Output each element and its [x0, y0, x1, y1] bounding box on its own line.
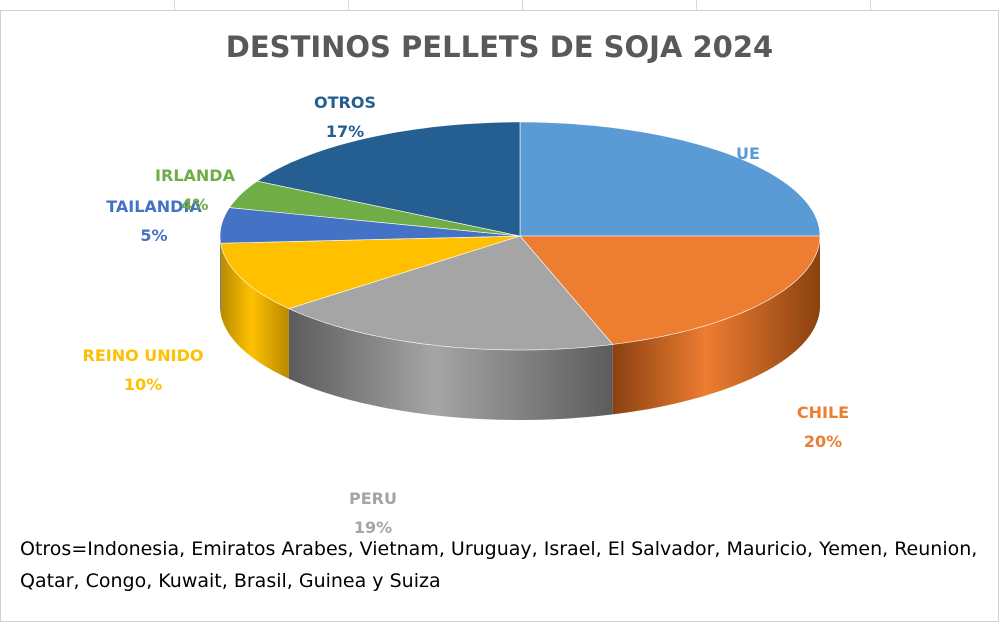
pie-side-tailandia [220, 236, 221, 314]
footnote: Otros=Indonesia, Emiratos Arabes, Vietna… [20, 538, 978, 592]
pie-slice-tailandia[interactable] [219, 207, 521, 244]
pie-side-chile [612, 236, 820, 415]
data-label-name: IRLANDA [155, 166, 235, 185]
data-label-name: PERU [349, 489, 397, 508]
data-label-name: OTROS [314, 93, 376, 112]
data-label-percent: 25% [728, 173, 768, 192]
data-label-tailandia: TAILANDIA 5% [106, 192, 202, 250]
sheet-gridline [522, 0, 523, 10]
chart-title: DESTINOS PELLETS DE SOJA 2024 [225, 30, 774, 64]
data-label-percent: 5% [140, 226, 168, 245]
pie-slice-ue[interactable] [519, 121, 821, 237]
data-label-name: UE [736, 144, 760, 163]
sheet-gridline [696, 0, 697, 10]
data-label-otros: OTROS 17% [314, 88, 376, 146]
data-label-reino-unido: REINO UNIDO 10% [83, 341, 204, 399]
data-label-peru: PERU 19% [349, 484, 397, 542]
sheet-gridline [174, 0, 175, 10]
data-label-percent: 10% [123, 375, 163, 394]
pie-slice-otros[interactable] [256, 121, 521, 237]
data-label-irlanda: IRLANDA 4% [155, 161, 235, 219]
data-label-name: CHILE [796, 403, 850, 422]
pie-sides [220, 236, 820, 420]
pie-side-peru [288, 308, 613, 420]
data-label-ue: UE 25% [729, 139, 767, 197]
data-label-percent: 19% [353, 518, 393, 537]
pie-slice-reino-unido[interactable] [220, 235, 521, 310]
data-label-percent: 17% [325, 122, 365, 141]
pie-side-reino-unido [220, 243, 289, 379]
data-label-percent: 20% [803, 432, 843, 451]
pie-slice-irlanda[interactable] [228, 180, 521, 237]
data-label-name: TAILANDIA [106, 197, 202, 216]
sheet-gridline [348, 0, 349, 10]
data-label-percent: 4% [181, 195, 209, 214]
pie-slice-peru[interactable] [287, 235, 614, 351]
pie-slice-chile[interactable] [519, 235, 821, 345]
sheet-gridline [870, 0, 871, 10]
data-label-name: REINO UNIDO [82, 346, 204, 365]
pie-tops [219, 121, 821, 351]
data-label-chile: CHILE 20% [797, 398, 849, 456]
